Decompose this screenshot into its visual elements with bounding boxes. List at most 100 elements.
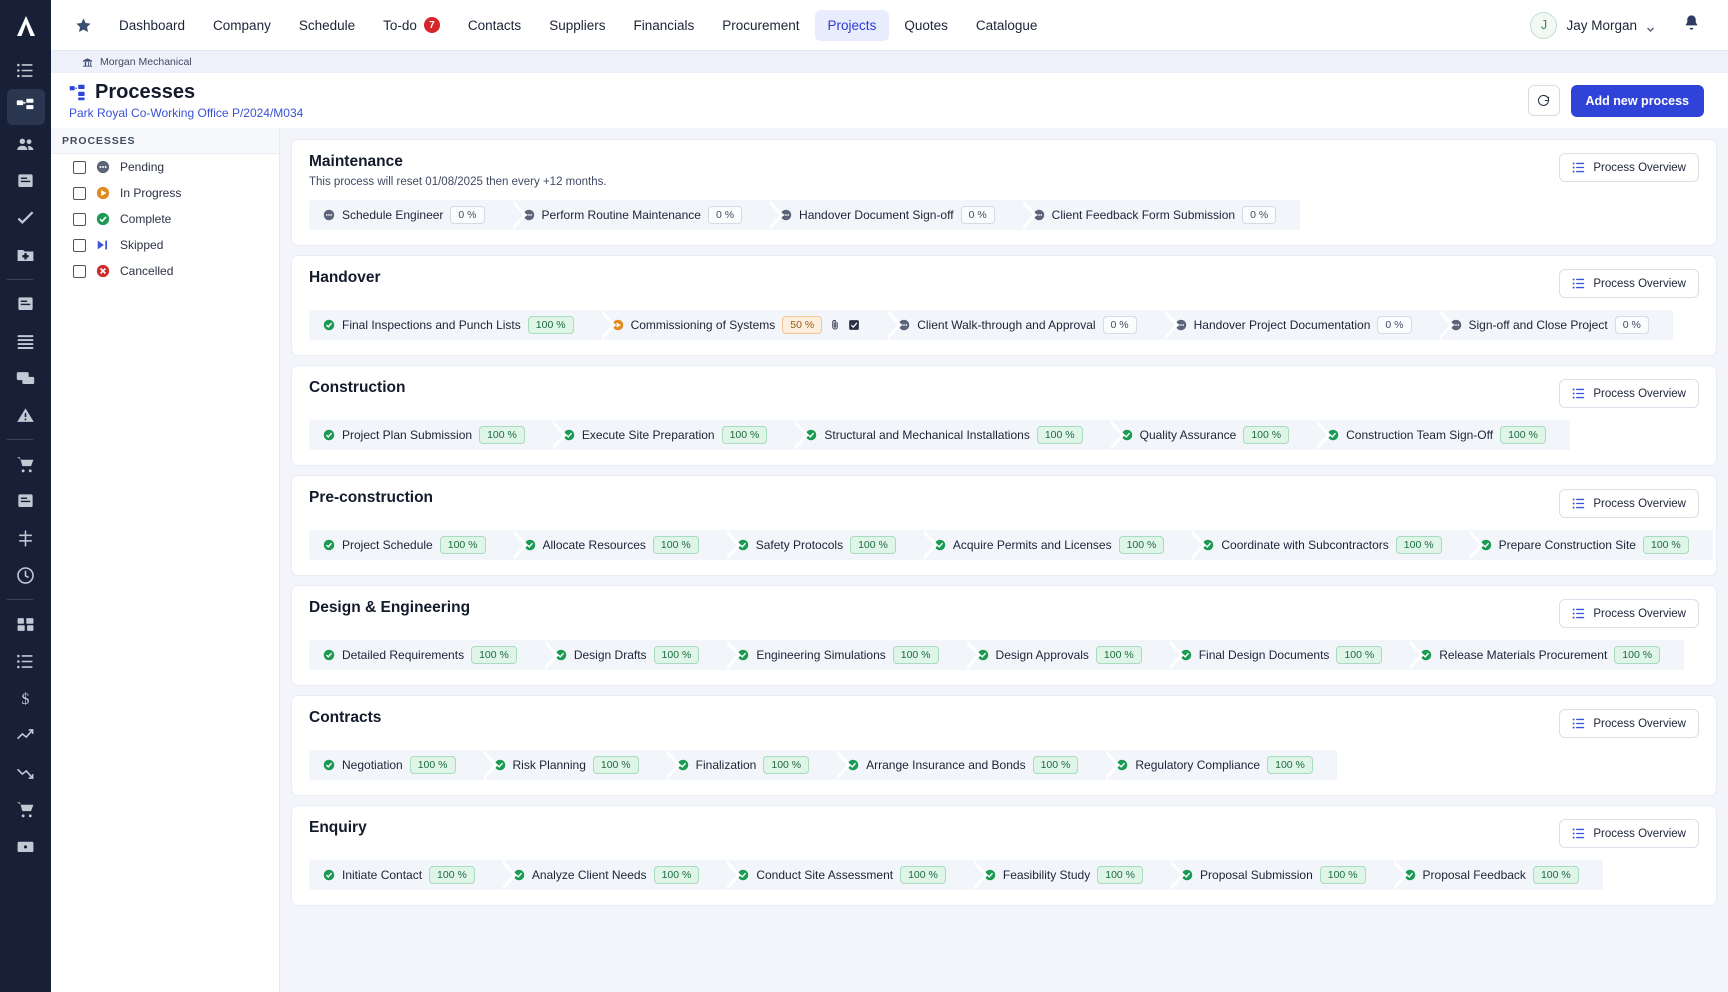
filter-row-pending[interactable]: Pending	[51, 154, 279, 180]
process-step[interactable]: Proposal Submission 100 %	[1167, 860, 1408, 890]
process-step[interactable]: Risk Planning 100 %	[479, 750, 681, 780]
rail-item-file-add[interactable]	[7, 237, 45, 273]
process-overview-button[interactable]: Process Overview	[1559, 153, 1699, 182]
nav-item-to-do[interactable]: To-do 7	[370, 9, 453, 41]
filter-row-in-progress[interactable]: In Progress	[51, 180, 279, 206]
process-step[interactable]: Client Feedback Form Submission 0 %	[1018, 200, 1301, 230]
rail-item-chat[interactable]	[7, 360, 45, 396]
process-step[interactable]: Execute Site Preparation 100 %	[548, 420, 809, 450]
filter-checkbox[interactable]	[73, 212, 86, 226]
process-step[interactable]: Analyze Client Needs 100 %	[498, 860, 741, 890]
rail-item-plus-split[interactable]	[7, 520, 45, 556]
rail-item-document-text[interactable]	[7, 286, 45, 322]
rail-item-trend-up[interactable]	[7, 717, 45, 753]
star-icon[interactable]	[75, 17, 92, 34]
process-overview-button[interactable]: Process Overview	[1559, 269, 1699, 298]
refresh-button[interactable]	[1527, 85, 1560, 116]
process-overview-button[interactable]: Process Overview	[1559, 379, 1699, 408]
checklist-icon[interactable]	[848, 319, 860, 331]
nav-item-procurement[interactable]: Procurement	[709, 10, 812, 41]
nav-item-suppliers[interactable]: Suppliers	[536, 10, 618, 41]
rail-item-invoice[interactable]	[7, 483, 45, 519]
filter-row-skipped[interactable]: Skipped	[51, 232, 279, 258]
rail-item-cart2[interactable]	[7, 791, 45, 827]
rail-item-dollar[interactable]: $	[7, 680, 45, 716]
nav-item-company[interactable]: Company	[200, 10, 284, 41]
nav-item-quotes[interactable]: Quotes	[891, 10, 961, 41]
process-overview-button[interactable]: Process Overview	[1559, 599, 1699, 628]
rail-item-warning[interactable]	[7, 397, 45, 433]
process-step[interactable]: Release Materials Procurement 100 %	[1406, 640, 1685, 670]
process-step[interactable]: Design Drafts 100 %	[540, 640, 742, 670]
rail-item-lines[interactable]	[7, 323, 45, 359]
brand-logo[interactable]	[0, 0, 51, 51]
process-step[interactable]: Proposal Feedback 100 %	[1389, 860, 1603, 890]
nav-item-financials[interactable]: Financials	[620, 10, 707, 41]
process-step[interactable]: Project Plan Submission 100 %	[309, 420, 567, 450]
nav-item-label: Suppliers	[549, 17, 606, 33]
process-step[interactable]: Allocate Resources 100 %	[509, 530, 741, 560]
filter-checkbox[interactable]	[73, 264, 86, 278]
process-step[interactable]: Negotiation 100 %	[309, 750, 497, 780]
rail-item-wallet[interactable]	[7, 828, 45, 864]
process-step[interactable]: Acquire Permits and Licenses 100 %	[919, 530, 1206, 560]
rail-item-contacts[interactable]	[7, 126, 45, 162]
process-step[interactable]: Handover Project Documentation 0 %	[1160, 310, 1454, 340]
process-step[interactable]: Sign-off and Close Project 0 %	[1435, 310, 1673, 340]
process-step[interactable]: Regulatory Compliance 100 %	[1102, 750, 1337, 780]
nav-item-catalogue[interactable]: Catalogue	[963, 10, 1051, 41]
process-step[interactable]: Prepare Construction Site 100 %	[1465, 530, 1713, 560]
process-step[interactable]: Handover Document Sign-off 0 %	[766, 200, 1037, 230]
process-step[interactable]: Client Walk-through and Approval 0 %	[884, 310, 1180, 340]
process-step[interactable]: Quality Assurance 100 %	[1106, 420, 1331, 450]
rail-item-table[interactable]	[7, 643, 45, 679]
process-step[interactable]: Project Schedule 100 %	[309, 530, 527, 560]
process-overview-button[interactable]: Process Overview	[1559, 489, 1699, 518]
nav-item-contacts[interactable]: Contacts	[455, 10, 534, 41]
process-step[interactable]: Design Approvals 100 %	[962, 640, 1184, 670]
process-step[interactable]: Coordinate with Subcontractors 100 %	[1188, 530, 1484, 560]
process-step[interactable]: Structural and Mechanical Installations 1…	[791, 420, 1125, 450]
rail-item-dashboard-grid[interactable]	[7, 606, 45, 642]
user-menu[interactable]: J Jay Morgan	[1530, 11, 1655, 39]
filter-panel-heading: PROCESSES	[51, 128, 279, 154]
process-step[interactable]: Arrange Insurance and Bonds 100 %	[833, 750, 1121, 780]
filter-checkbox[interactable]	[73, 186, 86, 200]
rail-item-processes[interactable]	[6, 89, 45, 125]
nav-item-dashboard[interactable]: Dashboard	[106, 10, 198, 41]
process-step[interactable]: Final Inspections and Punch Lists 100 %	[309, 310, 616, 340]
breadcrumb[interactable]: Morgan Mechanical	[51, 51, 1728, 73]
rail-item-document[interactable]	[7, 163, 45, 199]
process-step[interactable]: Engineering Simulations 100 %	[723, 640, 981, 670]
filter-checkbox[interactable]	[73, 238, 86, 252]
process-step[interactable]: Initiate Contact 100 %	[309, 860, 517, 890]
process-step[interactable]: Conduct Site Assessment 100 %	[723, 860, 988, 890]
attachment-icon[interactable]	[829, 319, 841, 331]
process-step[interactable]: Commissioning of Systems 50 %	[597, 310, 902, 340]
rail-item-check[interactable]	[7, 200, 45, 236]
process-step[interactable]: Detailed Requirements 100 %	[309, 640, 559, 670]
rail-item-trend-down[interactable]	[7, 754, 45, 790]
filter-checkbox[interactable]	[73, 160, 86, 174]
process-step[interactable]: Perform Routine Maintenance 0 %	[508, 200, 784, 230]
rail-item-cart[interactable]	[7, 446, 45, 482]
process-step[interactable]: Construction Team Sign-Off 100 %	[1313, 420, 1570, 450]
filter-row-cancelled[interactable]: Cancelled	[51, 258, 279, 284]
process-step[interactable]: Final Design Documents 100 %	[1165, 640, 1424, 670]
rail-divider	[6, 599, 33, 600]
process-overview-button[interactable]: Process Overview	[1559, 819, 1699, 848]
add-new-process-button[interactable]: Add new process	[1570, 84, 1704, 117]
nav-item-projects[interactable]: Projects	[814, 9, 890, 41]
rail-item-list[interactable]	[7, 52, 45, 88]
process-overview-button[interactable]: Process Overview	[1559, 709, 1699, 738]
nav-item-schedule[interactable]: Schedule	[286, 10, 368, 41]
rail-item-clock[interactable]	[7, 557, 45, 593]
bell-icon[interactable]	[1683, 14, 1700, 36]
project-link[interactable]: Park Royal Co-Working Office P/2024/M034	[69, 106, 304, 120]
process-step[interactable]: Finalization 100 %	[662, 750, 852, 780]
process-step[interactable]: Schedule Engineer 0 %	[309, 200, 526, 230]
process-step[interactable]: Feasibility Study 100 %	[969, 860, 1186, 890]
top-navigation-bar: Dashboard Company Schedule To-do 7 Contacts Su…	[51, 0, 1728, 51]
process-step[interactable]: Safety Protocols 100 %	[722, 530, 939, 560]
filter-row-complete[interactable]: Complete	[51, 206, 279, 232]
